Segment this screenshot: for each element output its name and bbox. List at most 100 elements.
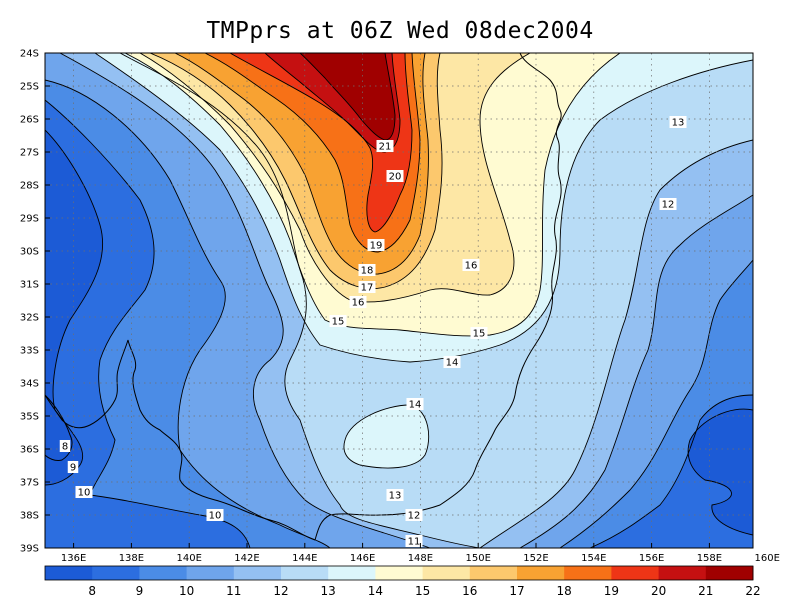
- colorbar-swatch: [186, 566, 235, 580]
- y-tick-label: 27S: [20, 148, 39, 159]
- band-14-15-pocket: [343, 405, 429, 468]
- svg-text:10: 10: [209, 511, 222, 522]
- colorbar-swatch: [517, 566, 565, 580]
- colorbar-swatch: [281, 566, 329, 580]
- colorbar-swatch: [469, 566, 518, 580]
- contour-label: 16: [349, 296, 367, 309]
- south-coastline: [45, 339, 316, 541]
- contour-label: 14: [443, 356, 461, 369]
- y-tick-label: 29S: [20, 214, 39, 225]
- contour-label: 11: [405, 535, 423, 548]
- contour-label: 10: [75, 486, 93, 499]
- colorbar-label: 18: [557, 584, 572, 598]
- x-tick-label: 136E: [61, 553, 86, 564]
- contour-label: 18: [358, 264, 376, 277]
- y-tick-label: 35S: [20, 412, 39, 423]
- colorbar-frame: [44, 565, 754, 581]
- y-tick-label: 28S: [20, 181, 39, 192]
- y-tick-label: 32S: [20, 313, 39, 324]
- svg-text:11: 11: [408, 537, 421, 548]
- svg-text:19: 19: [370, 241, 383, 252]
- colorbar-label: 20: [651, 584, 666, 598]
- svg-text:13: 13: [672, 118, 685, 129]
- colorbar-label: 13: [321, 584, 336, 598]
- contour-label: 13: [669, 116, 687, 129]
- colorbar-swatch: [375, 566, 424, 580]
- contour-label: 14: [406, 398, 424, 411]
- contour-label: 21: [376, 140, 394, 153]
- x-tick-label: 146E: [350, 553, 375, 564]
- contour-label: 10: [206, 509, 224, 522]
- svg-text:13: 13: [389, 491, 402, 502]
- colorbar-label: 12: [273, 584, 288, 598]
- y-tick-label: 36S: [20, 445, 39, 456]
- svg-text:21: 21: [379, 142, 392, 153]
- x-tick-label: 138E: [119, 553, 144, 564]
- contour-label: 15: [470, 327, 488, 340]
- y-tick-label: 26S: [20, 115, 39, 126]
- x-tick-label: 160E: [754, 553, 779, 564]
- colorbar-swatch: [611, 566, 660, 580]
- colorbar-swatch: [139, 566, 188, 580]
- band-22-plus: [300, 53, 395, 140]
- coastline: [45, 53, 562, 541]
- colorbar-label: 17: [509, 584, 524, 598]
- colorbar-swatch: [705, 566, 754, 580]
- y-axis: 24S 25S 26S 27S 28S 29S 30S 31S 32S 33S 34S 35S 36S 3…: [20, 49, 50, 555]
- x-tick-label: 140E: [176, 553, 201, 564]
- colorbar-label: 21: [698, 584, 713, 598]
- svg-text:12: 12: [662, 200, 675, 211]
- contour-label: 17: [358, 281, 376, 294]
- contour-label-group: 21 20 19 18 17 16 15 16 15 14 14 13 13 12 12 11 10 10 98: [59, 116, 687, 548]
- x-axis: 136E 138E 140E 142E 144E 146E 148E 150E 152E 154E…: [61, 543, 780, 564]
- y-tick-label: 39S: [20, 544, 39, 555]
- band-8-9-east: [688, 409, 753, 535]
- map-title: TMPprs at 06Z Wed 08dec2004: [206, 18, 594, 44]
- colorbar-label: 8: [88, 584, 96, 598]
- y-tick-label: 34S: [20, 379, 39, 390]
- y-tick-label: 31S: [20, 280, 39, 291]
- colorbar-label: 9: [136, 584, 144, 598]
- contour-label: 9: [67, 461, 79, 474]
- svg-text:18: 18: [361, 266, 374, 277]
- colorbar-label: 14: [368, 584, 383, 598]
- colorbar-swatch: [233, 566, 282, 580]
- svg-text:17: 17: [361, 283, 374, 294]
- svg-text:16: 16: [465, 261, 478, 272]
- svg-text:20: 20: [389, 172, 402, 183]
- svg-text:14: 14: [409, 400, 422, 411]
- filled-contours: [45, 53, 753, 548]
- x-tick-label: 142E: [234, 553, 259, 564]
- colorbar-swatch: [564, 566, 612, 580]
- contour-label: 19: [367, 239, 385, 252]
- svg-text:9: 9: [70, 463, 76, 474]
- contour-label: 8: [59, 440, 71, 453]
- y-tick-label: 37S: [20, 478, 39, 489]
- x-tick-label: 156E: [639, 553, 664, 564]
- svg-text:14: 14: [446, 358, 459, 369]
- x-tick-label: 154E: [581, 553, 606, 564]
- colorbar-label: 10: [179, 584, 194, 598]
- svg-text:12: 12: [408, 511, 421, 522]
- spencer-gulf: [45, 394, 73, 461]
- east-coastline: [314, 53, 562, 541]
- colorbar: 8 9 10 11 12 13 14 15 16 17 18 19 20 21 22: [44, 565, 761, 598]
- colorbar-label: 11: [226, 584, 241, 598]
- x-tick-label: 144E: [292, 553, 317, 564]
- contour-label: 16: [462, 259, 480, 272]
- svg-text:8: 8: [62, 442, 68, 453]
- svg-text:15: 15: [332, 317, 345, 328]
- colorbar-swatch: [422, 566, 471, 580]
- x-tick-label: 148E: [408, 553, 433, 564]
- colorbar-label: 19: [604, 584, 619, 598]
- y-tick-label: 25S: [20, 82, 39, 93]
- colorbar-swatch: [658, 566, 707, 580]
- x-tick-label: 158E: [697, 553, 722, 564]
- colorbar-label: 22: [745, 584, 760, 598]
- svg-text:10: 10: [78, 488, 91, 499]
- contour-label: 12: [405, 509, 423, 522]
- svg-text:15: 15: [473, 329, 486, 340]
- grid: [45, 53, 753, 548]
- plot-frame: [44, 52, 754, 549]
- y-tick-label: 30S: [20, 247, 39, 258]
